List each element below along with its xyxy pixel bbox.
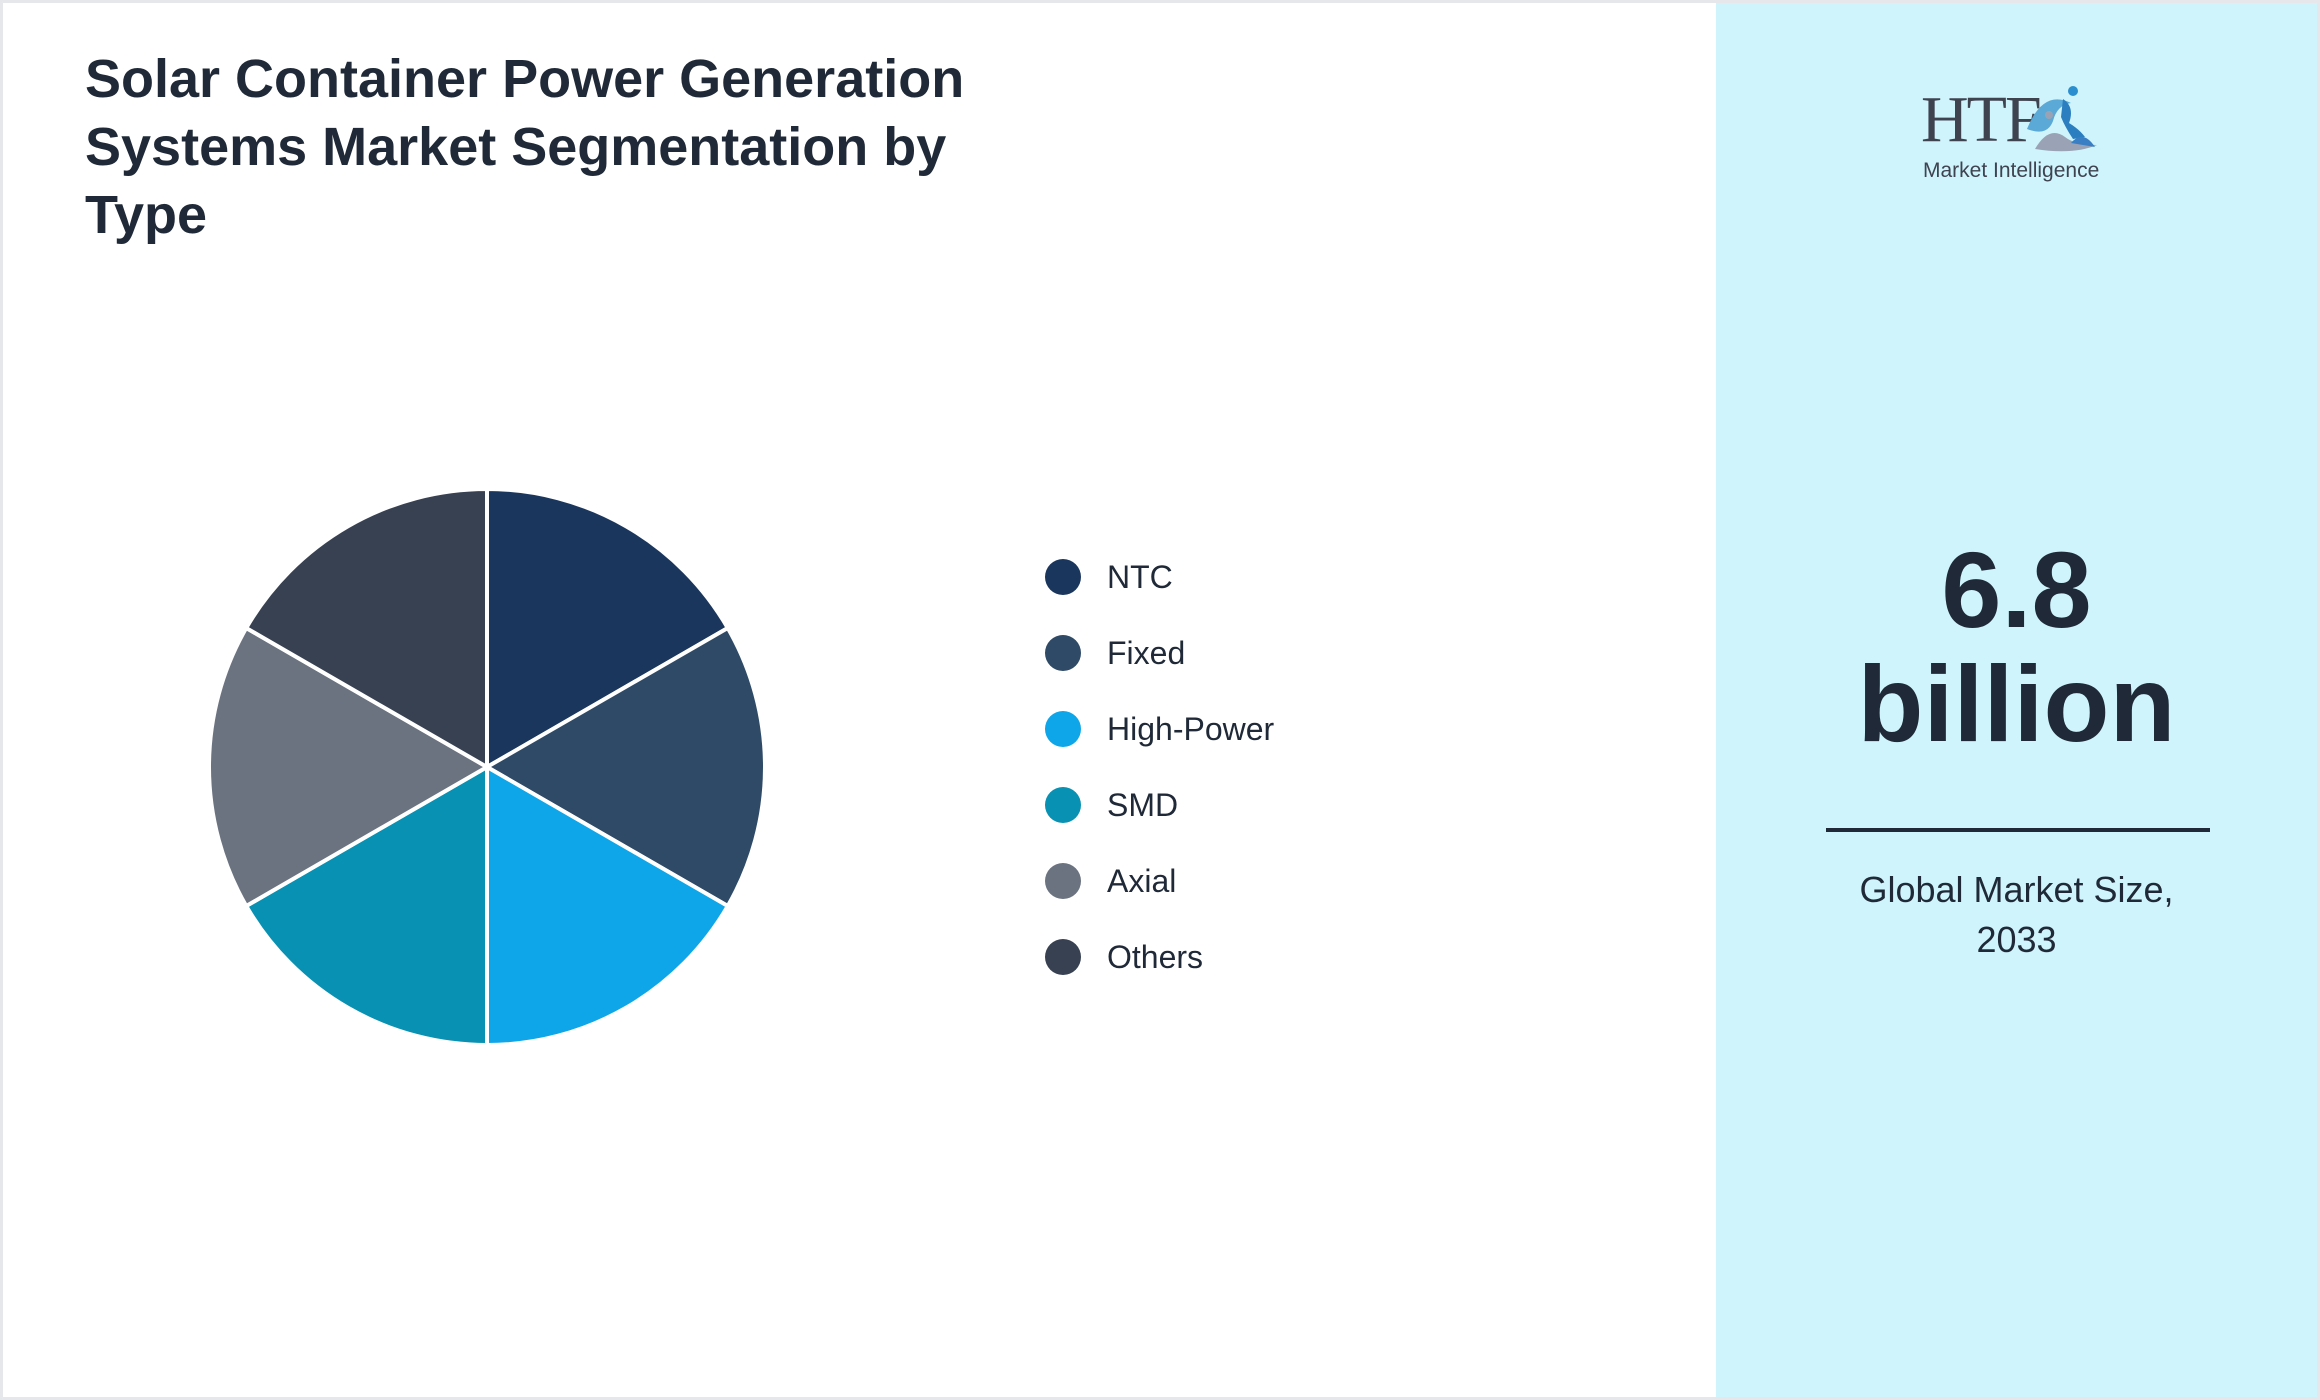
legend-swatch-high-power <box>1045 711 1081 747</box>
legend-swatch-smd <box>1045 787 1081 823</box>
legend-label-fixed: Fixed <box>1107 635 1186 671</box>
pie-slice-axial <box>207 625 492 909</box>
legend-label-high-power: High-Power <box>1107 711 1275 747</box>
market-size-unit: billion <box>1857 643 2176 764</box>
legend-label-ntc: NTC <box>1107 559 1173 595</box>
market-size-caption: Global Market Size, 2033 <box>1859 869 2174 960</box>
divider-line <box>1826 828 2210 832</box>
market-size-number: 6.8 <box>1941 529 2092 650</box>
chart-title: Solar Container Power Generation Systems… <box>85 49 965 245</box>
pie-slice-high-power <box>485 763 731 1048</box>
pie-slice-others <box>243 486 489 771</box>
pie-slice-ntc <box>485 486 731 771</box>
pie-slice-smd <box>243 763 489 1048</box>
logo-figures-icon <box>2027 86 2097 152</box>
company-logo: HTF Market Intelligence <box>1913 79 2103 189</box>
logo-wordmark: HTF <box>1921 83 2042 156</box>
legend-label-smd: SMD <box>1107 787 1179 823</box>
legend-swatch-axial <box>1045 863 1081 899</box>
legend-item-others: Others <box>1045 937 1545 977</box>
pie-slice-fixed <box>482 625 767 909</box>
legend-swatch-others <box>1045 939 1081 975</box>
market-size-value: 6.8 billion <box>1716 533 2317 761</box>
legend-item-axial: Axial <box>1045 861 1545 901</box>
chart-panel: Solar Container Power Generation Systems… <box>3 3 1716 1397</box>
legend-item-high-power: High-Power <box>1045 709 1545 749</box>
legend-swatch-ntc <box>1045 559 1081 595</box>
logo-tagline: Market Intelligence <box>1923 159 2100 182</box>
market-size-panel: HTF Market Intelligence 6.8 billion Glob… <box>1716 3 2317 1397</box>
pie-chart <box>207 486 767 1048</box>
legend-item-smd: SMD <box>1045 785 1545 825</box>
legend-label-others: Others <box>1107 939 1204 975</box>
legend-item-ntc: NTC <box>1045 557 1545 597</box>
legend-swatch-fixed <box>1045 635 1081 671</box>
legend-item-fixed: Fixed <box>1045 633 1545 673</box>
legend-label-axial: Axial <box>1107 863 1177 899</box>
